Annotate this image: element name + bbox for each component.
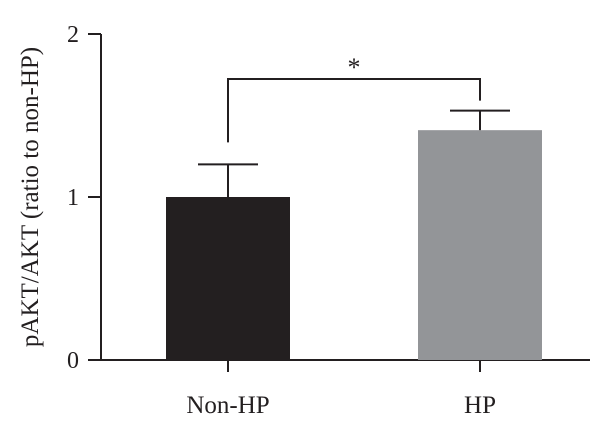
y-axis-label: pAKT/AKT (ratio to non-HP) [17, 47, 44, 347]
bar-non-hp [166, 197, 290, 360]
y-ticks: 0 1 2 [67, 22, 101, 374]
x-tick-label: Non-HP [186, 392, 269, 419]
y-tick-label: 2 [67, 22, 79, 48]
significance-line [227, 78, 481, 143]
significance-bracket: * [227, 53, 481, 143]
x-tick-label: HP [464, 392, 496, 419]
x-ticks: Non-HP HP [186, 360, 496, 419]
significance-label: * [348, 53, 361, 82]
y-tick-label: 0 [67, 348, 79, 374]
bars [166, 130, 542, 360]
y-tick-label: 1 [67, 185, 79, 211]
bar-hp [418, 130, 542, 360]
error-bars [198, 109, 510, 197]
